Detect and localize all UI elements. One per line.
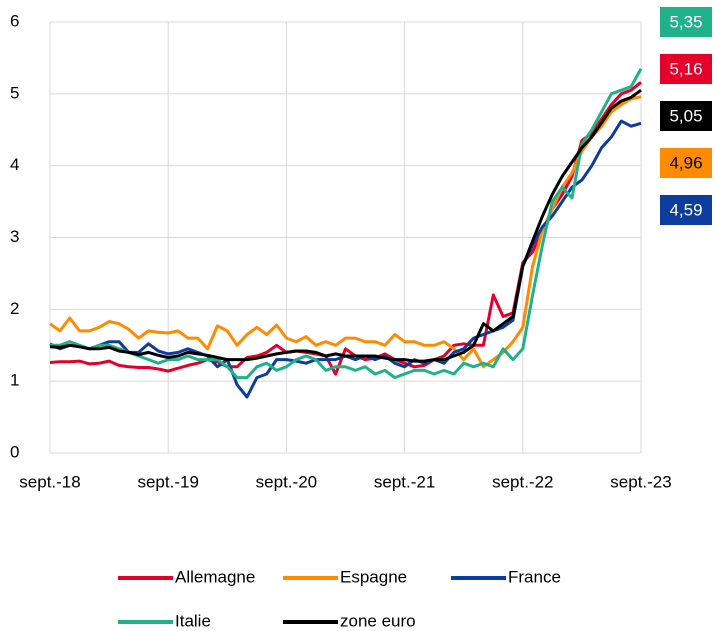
legend-label: Allemagne bbox=[175, 567, 255, 586]
x-tick-label: sept.-18 bbox=[19, 472, 80, 491]
x-tick-label: sept.-20 bbox=[256, 472, 317, 491]
value-label-box bbox=[660, 195, 712, 225]
value-label-box bbox=[660, 148, 712, 178]
x-tick-label: sept.-23 bbox=[610, 472, 671, 491]
series-line bbox=[49, 88, 642, 363]
value-label: 5,35 bbox=[669, 12, 702, 31]
value-label-box bbox=[660, 54, 712, 84]
y-tick-label: 5 bbox=[10, 83, 19, 102]
x-tick-label: sept.-19 bbox=[137, 472, 198, 491]
legend-label: Italie bbox=[175, 611, 211, 630]
x-tick-label: sept.-21 bbox=[374, 472, 435, 491]
legend-label: France bbox=[508, 567, 561, 586]
value-label: 5,05 bbox=[669, 106, 702, 125]
legend-label: zone euro bbox=[340, 611, 416, 630]
y-tick-label: 2 bbox=[10, 299, 19, 318]
value-label-box bbox=[660, 101, 712, 131]
y-tick-label: 1 bbox=[10, 371, 19, 390]
y-tick-label: 3 bbox=[10, 227, 19, 246]
value-label: 4,59 bbox=[669, 200, 702, 219]
series-line bbox=[49, 95, 642, 369]
legend-label: Espagne bbox=[340, 567, 407, 586]
y-tick-label: 4 bbox=[10, 155, 19, 174]
value-label-box bbox=[660, 7, 712, 37]
y-tick-label: 0 bbox=[10, 442, 19, 461]
series-line bbox=[49, 81, 642, 376]
y-tick-label: 6 bbox=[10, 11, 19, 30]
value-label: 4,96 bbox=[669, 153, 702, 172]
series-line bbox=[50, 67, 643, 380]
x-tick-label: sept.-22 bbox=[492, 472, 553, 491]
value-label: 5,16 bbox=[669, 59, 702, 78]
